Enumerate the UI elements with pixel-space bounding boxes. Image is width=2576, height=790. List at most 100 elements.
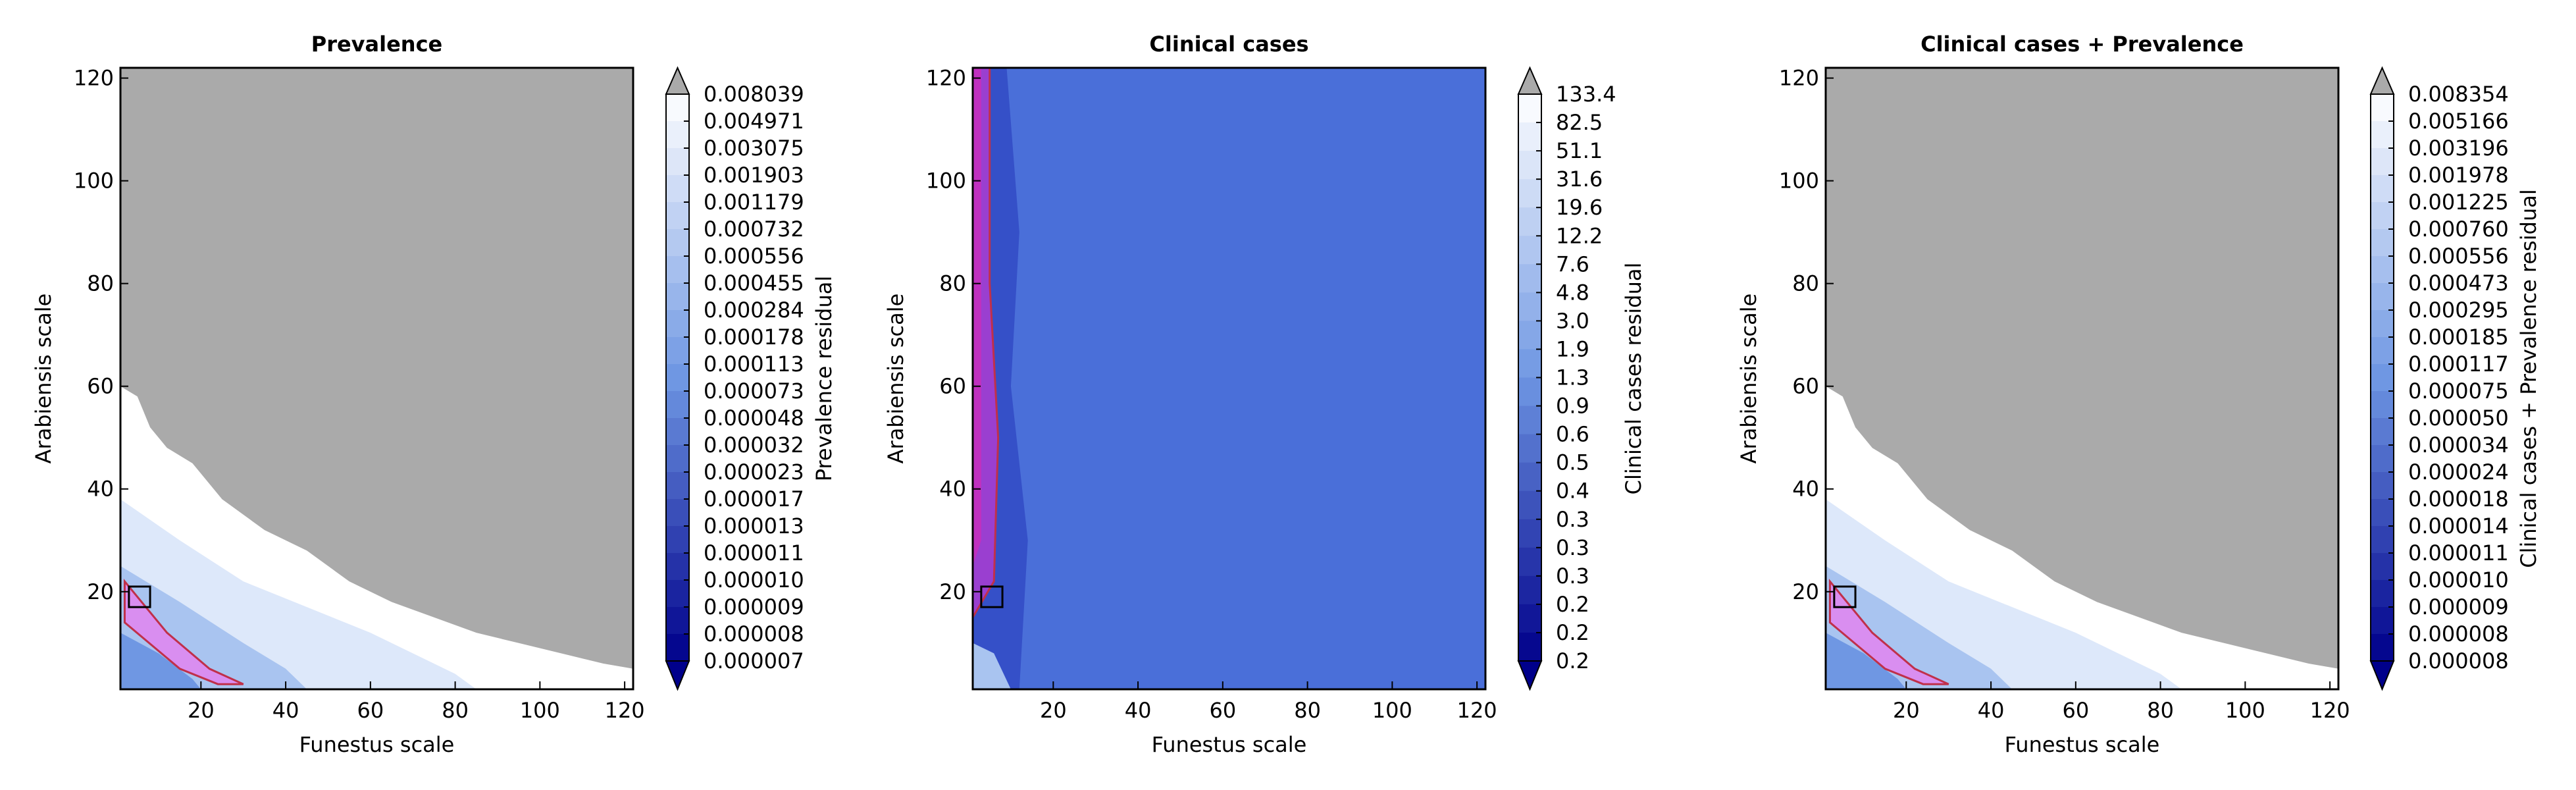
colorbar-tick-label: 0.000024 [2408,460,2509,485]
panel: Clinical cases Funestus scale Arabiensis s… [883,32,1646,757]
colorbar-tick-label: 0.003075 [704,136,804,161]
panel: Prevalence Funestus scale Arabiensis scale… [31,32,837,757]
colorbar-tick-label: 82.5 [1556,110,1603,135]
colorbar-band [2371,310,2394,338]
colorbar-tick-label: 0.000032 [704,433,804,458]
percentile-region [1828,578,1949,685]
colorbar-band [666,607,689,635]
colorbar-tick-label: 133.4 [1556,82,1616,107]
colorbar-tick-label: 0.000023 [704,460,804,485]
colorbar-tick-label: 0.000295 [2408,298,2509,323]
colorbar-band [666,94,689,122]
colorbar-band [2371,499,2394,527]
marker-box [128,585,151,608]
colorbar-band [1518,236,1541,265]
colorbar-band [1518,292,1541,321]
x-tick-label: 80 [2147,698,2174,723]
contour-band [973,68,1485,689]
colorbar-band [1518,490,1541,520]
colorbar-band [1518,349,1541,378]
colorbar-tick-label: 7.6 [1556,251,1589,276]
y-axis-label: Arabiensis scale [31,294,56,464]
colorbar-band [666,499,689,527]
colorbar-tick-label: 0.000018 [2408,487,2509,512]
contour-field [120,68,633,689]
colorbar-under [2369,660,2395,691]
colorbar-tick-label: 0.005166 [2408,109,2509,134]
colorbar-over [665,66,690,95]
y-axis-label: Arabiensis scale [883,294,908,464]
colorbar-tick-label: 1.3 [1556,365,1589,390]
colorbar-tick-label: 0.3 [1556,535,1589,560]
colorbar-band [2371,337,2394,365]
x-axis-label: Funestus scale [1152,732,1307,757]
colorbar-band [1518,604,1541,633]
colorbar-tick-label: 0.000013 [704,514,804,539]
colorbar-tick-label: 0.000008 [2408,648,2509,673]
y-tick-label: 100 [926,169,966,194]
percentile-region [123,578,244,685]
colorbar-band [1518,179,1541,208]
x-tick-label: 80 [442,698,469,723]
colorbar-tick-label: 31.6 [1556,167,1603,192]
colorbar-tick-label: 0.000008 [704,621,804,646]
colorbar-over [1517,66,1543,95]
colorbar-label: Prevalence residual [811,276,837,482]
colorbar-tick-label: 0.2 [1556,648,1589,673]
colorbar-label: Clinical cases residual [1621,263,1646,495]
colorbar-tick-label: 0.000556 [704,244,804,269]
contour-field [1826,68,2338,689]
x-tick-label: 120 [2310,698,2350,723]
colorbar-band [2371,229,2394,257]
colorbar-band [666,175,689,203]
colorbar-band [666,553,689,581]
colorbar-band [666,337,689,365]
colorbar-tick-label: 0.000556 [2408,244,2509,269]
contour-band [1826,633,1907,689]
y-tick-label: 40 [87,477,114,502]
colorbar-band [1518,575,1541,605]
colorbar-band [666,310,689,338]
colorbar-band [666,526,689,554]
x-tick-label: 80 [1294,698,1321,723]
y-tick-label: 80 [1792,271,1819,296]
x-tick-label: 100 [2225,698,2265,723]
colorbar-band [666,364,689,392]
chart-title: Prevalence [311,32,443,57]
colorbar-tick-label: 0.003196 [2408,136,2509,161]
colorbar-band [666,418,689,446]
x-axis-label: Funestus scale [2005,732,2160,757]
colorbar-tick-label: 0.4 [1556,479,1589,504]
colorbar-band [666,472,689,500]
colorbar-band [2371,364,2394,392]
colorbar-band [2371,283,2394,311]
colorbar-band [666,445,689,473]
colorbar-frame [665,93,690,662]
x-tick-label: 20 [1893,698,1920,723]
colorbar-tick-label: 0.000117 [2408,352,2509,377]
colorbar-tick-label: 1.9 [1556,336,1589,361]
colorbar-tick-label: 0.000008 [2408,621,2509,646]
colorbar-tick-label: 0.000014 [2408,514,2509,539]
x-tick-label: 40 [1125,698,1152,723]
colorbar-tick-label: 0.000009 [2408,594,2509,619]
axes-frame [1824,66,2340,691]
y-tick-label: 100 [1779,169,1819,194]
axes-frame [971,66,1487,691]
panel: Clinical cases + Prevalence Funestus scal… [1736,32,2541,757]
x-tick-label: 60 [2062,698,2089,723]
colorbar-tick-label: 0.000732 [704,217,804,242]
colorbar-band [2371,121,2394,149]
colorbar-band [2371,418,2394,446]
colorbar-tick-label: 3.0 [1556,308,1589,333]
colorbar-band [1518,151,1541,180]
colorbar-tick-label: 0.001978 [2408,163,2509,188]
y-tick-label: 60 [87,374,114,399]
colorbar-tick-label: 0.9 [1556,394,1589,419]
colorbar-band [1518,547,1541,577]
y-tick-label: 80 [939,271,966,296]
colorbar-tick-label: 0.008039 [704,82,804,107]
x-tick-label: 20 [188,698,215,723]
y-tick-label: 100 [74,169,114,194]
